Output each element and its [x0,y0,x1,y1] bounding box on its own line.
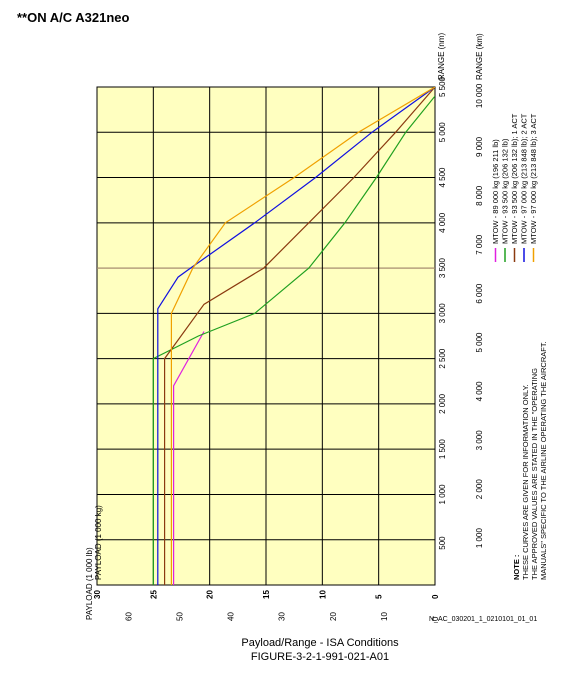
payload-lb-tick: 50 [175,612,184,621]
payload-lb-tick: 40 [227,612,236,621]
legend-label: MTOW - 97 000 kg (213 848 lb); 2 ACT [520,113,529,244]
range-nm-tick: 4 000 [438,212,447,233]
note-heading: NOTE : [512,555,521,580]
range-km-tick: 6 000 [475,283,484,304]
range-nm-tick: 1 500 [438,439,447,460]
range-km-tick: 10 000 [475,83,484,108]
range-nm-title: RANGE (nm) [437,33,446,80]
caption-title: Payload/Range - ISA Conditions [241,637,399,649]
payload-kg-tick: 5 [375,594,384,599]
range-km-tick: 1 000 [475,528,484,549]
payload-lb-tick: 30 [278,612,287,621]
note-line: THE APPROVED VALUES ARE STATED IN THE "O… [530,368,539,580]
range-nm-tick: 500 [438,536,447,550]
payload-lb-tick: 20 [329,612,338,621]
legend-label: MTOW - 89 000 kg (196 211 lb) [491,139,500,244]
range-nm-tick: 3 000 [438,303,447,324]
range-nm-ticks: 500 1 000 1 500 2 000 2 500 3 000 3 500 4 000 4 … [438,76,447,549]
range-nm-tick: 1 000 [438,484,447,505]
payload-kg-title: PAYLOAD (1 000 kg) [94,505,103,580]
figure-caption: Payload/Range - ISA Conditions FIGURE-3-… [0,636,580,664]
legend-label: MTOW - 97 000 kg (213 848 lb); 3 ACT [529,113,538,244]
curve-series-5 [170,87,435,585]
payload-axis-title: PAYLOAD (1 000 lb) PAYLOAD (1 000 kg) [85,505,103,620]
range-km-tick: 2 000 [475,479,484,500]
payload-kg-tick: 20 [206,590,215,599]
curve-series-4 [157,87,435,585]
note-line: THESE CURVES ARE GIVEN FOR INFORMATION O… [521,384,530,580]
legend-label: MTOW - 93 500 kg (206 132 lb) [501,138,510,244]
curve-series-1 [173,331,205,585]
curves [152,87,435,585]
range-nm-tick: 4 500 [438,167,447,188]
payload-lb-tick: 10 [380,612,389,621]
range-nm-tick: 2 500 [438,348,447,369]
note: NOTE : THESE CURVES ARE GIVEN FOR INFORMA… [512,341,548,580]
legend-label: MTOW - 93 500 kg (206 132 lb); 1 ACT [510,113,519,244]
range-nm-tick: 2 000 [438,393,447,414]
legend: MTOW - 89 000 kg (196 211 lb) MTOW - 93 5… [491,113,538,262]
payload-kg-ticks: 30 25 20 15 10 5 0 [93,590,440,599]
payload-kg-tick: 0 [431,594,440,599]
figure-reference: N_AC_030201_1_0210101_01_01 [429,616,538,623]
payload-kg-tick: 15 [262,590,271,599]
range-nm-tick: 3 500 [438,258,447,279]
payload-lb-ticks: 60 50 40 30 20 10 0 [124,612,440,621]
range-km-tick: 4 000 [475,381,484,402]
page-header: **ON A/C A321neo [17,10,130,25]
range-km-tick: 5 000 [475,332,484,353]
payload-lb-tick: 0 [431,616,440,621]
caption-figure-id: FIGURE-3-2-1-991-021-A01 [250,651,390,663]
payload-kg-tick: 10 [318,590,327,599]
payload-kg-tick: 25 [149,590,158,599]
payload-kg-tick: 30 [93,590,102,599]
range-axis-titles: RANGE (nm) RANGE (km) [437,33,484,80]
range-km-ticks: 1 000 2 000 3 000 4 000 5 000 6 000 7 000 8 000… [475,83,484,548]
range-km-tick: 3 000 [475,430,484,451]
range-km-title: RANGE (km) [475,33,484,80]
range-km-tick: 9 000 [475,136,484,157]
note-line: MANUALS" SPECIFIC TO THE AIRLINE OPERATI… [539,341,548,580]
range-nm-tick: 5 000 [438,122,447,143]
payload-lb-tick: 60 [124,612,133,621]
payload-lb-title: PAYLOAD (1 000 lb) [85,547,94,620]
range-nm-tick: 5 500 [438,76,447,97]
curve-series-2 [152,95,435,585]
range-km-tick: 7 000 [475,234,484,255]
range-km-tick: 8 000 [475,185,484,206]
